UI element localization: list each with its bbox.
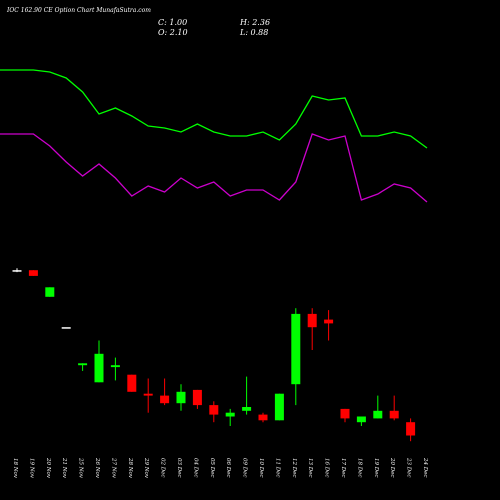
- candle-body: [94, 353, 104, 383]
- candle-body: [324, 319, 334, 324]
- x-tick-label: 11 Dec: [274, 458, 280, 478]
- x-tick-label: 27 Nov: [110, 457, 116, 479]
- candle-body: [356, 416, 366, 423]
- candle-body: [225, 412, 235, 417]
- x-tick-label: 13 Dec: [307, 458, 313, 478]
- x-tick-label: 02 Dec: [160, 458, 166, 478]
- x-tick-label: 28 Nov: [127, 457, 133, 479]
- series-line-1: [0, 69, 428, 149]
- low-value: L: 0.88: [240, 28, 269, 37]
- candle-body: [110, 365, 120, 368]
- x-tick-label: 03 Dec: [176, 458, 182, 478]
- candle-body: [45, 287, 55, 297]
- x-tick-label: 17 Dec: [340, 458, 346, 478]
- candle-body: [61, 327, 71, 329]
- candle-body: [176, 391, 186, 404]
- x-tick-label: 06 Dec: [225, 458, 231, 478]
- candle-body: [160, 395, 170, 404]
- x-tick-label: 26 Nov: [94, 457, 100, 479]
- high-value: H: 2.36: [240, 18, 271, 27]
- close-value: C: 1.00: [158, 18, 188, 27]
- x-tick-label: 16 Dec: [324, 458, 330, 478]
- x-tick-label: 21 Nov: [61, 457, 67, 479]
- x-tick-label: 24 Dec: [422, 457, 428, 478]
- x-tick-label: 18 Dec: [356, 458, 362, 478]
- x-tick-label: 20 Nov: [45, 457, 51, 479]
- candle-body: [389, 410, 399, 419]
- candle-body: [143, 393, 153, 396]
- x-tick-label: 09 Dec: [242, 458, 248, 478]
- candle-body: [340, 408, 350, 419]
- candle-body: [209, 405, 219, 415]
- chart-title: IOC 162.90 CE Option Chart MunafaSutra.c…: [7, 7, 151, 14]
- candle-body: [192, 389, 202, 406]
- x-tick-label: 12 Dec: [291, 458, 297, 478]
- x-tick-label: 19 Dec: [373, 458, 379, 478]
- candle-body: [373, 410, 383, 419]
- candle-body: [274, 393, 284, 421]
- candle-body: [127, 374, 137, 392]
- candle-body: [242, 407, 252, 411]
- candle-body: [258, 414, 268, 421]
- candle-body: [78, 363, 88, 366]
- x-tick-label: 18 Nov: [12, 458, 18, 479]
- x-tick-label: 25 Nov: [78, 457, 84, 479]
- series-line-2: [0, 133, 428, 203]
- x-tick-label: 04 Dec: [192, 458, 198, 478]
- candle-body: [28, 270, 38, 276]
- candle-body: [12, 270, 22, 272]
- x-tick-label: 19 Nov: [28, 458, 34, 479]
- x-tick-label: 23 Dec: [406, 457, 412, 478]
- candle-body: [291, 313, 301, 385]
- x-tick-label: 10 Dec: [258, 458, 264, 478]
- open-value: O: 2.10: [158, 28, 188, 37]
- x-tick-label: 29 Nov: [143, 457, 149, 479]
- candle-body: [307, 313, 317, 328]
- x-tick-label: 05 Dec: [209, 458, 215, 478]
- x-tick-label: 20 Dec: [389, 457, 395, 478]
- candle-body: [406, 422, 416, 436]
